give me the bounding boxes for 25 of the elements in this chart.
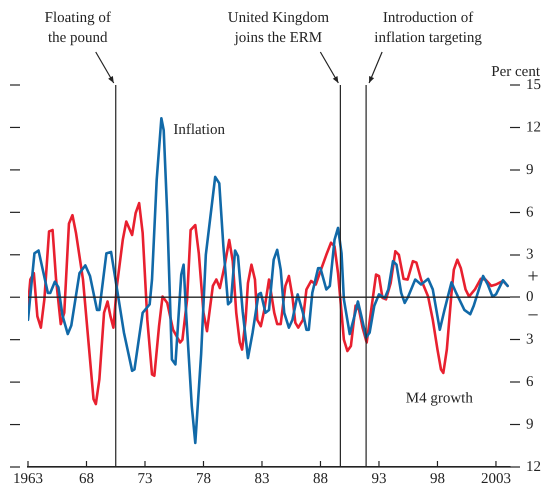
y-tick-label: 6 [526, 374, 534, 390]
y-tick-label: 9 [526, 416, 534, 432]
x-tick-label: 68 [78, 470, 94, 487]
x-tick-label: 93 [371, 470, 386, 487]
x-tick-label: 2003 [480, 470, 511, 487]
y-tick-label: 12 [526, 119, 541, 136]
x-tick-label: 88 [312, 470, 328, 487]
x-tick-label: 83 [254, 470, 270, 487]
x-tick-label: 98 [430, 470, 445, 487]
y-tick-label: 9 [526, 162, 534, 178]
x-tick-label: 78 [196, 470, 211, 487]
ref-line-label: United Kingdom joins the ERM [228, 10, 330, 46]
y-tick-label: 12 [526, 458, 541, 475]
series-label: Inflation [173, 122, 226, 138]
x-tick-label: 1963 [13, 470, 43, 487]
y-tick-label: 3 [526, 246, 534, 263]
text: + [527, 265, 539, 288]
x-tick-label: 73 [137, 470, 152, 487]
y-tick-label: 0 [526, 289, 534, 306]
y-tick-label: 3 [526, 332, 534, 348]
text: − [527, 304, 539, 326]
y-tick-label: 6 [526, 204, 534, 220]
ref-line-label: Floating of the pound [44, 10, 111, 46]
ref-line-label: Introduction of inflation targeting [374, 10, 482, 46]
series-label: M4 growth [406, 390, 474, 406]
